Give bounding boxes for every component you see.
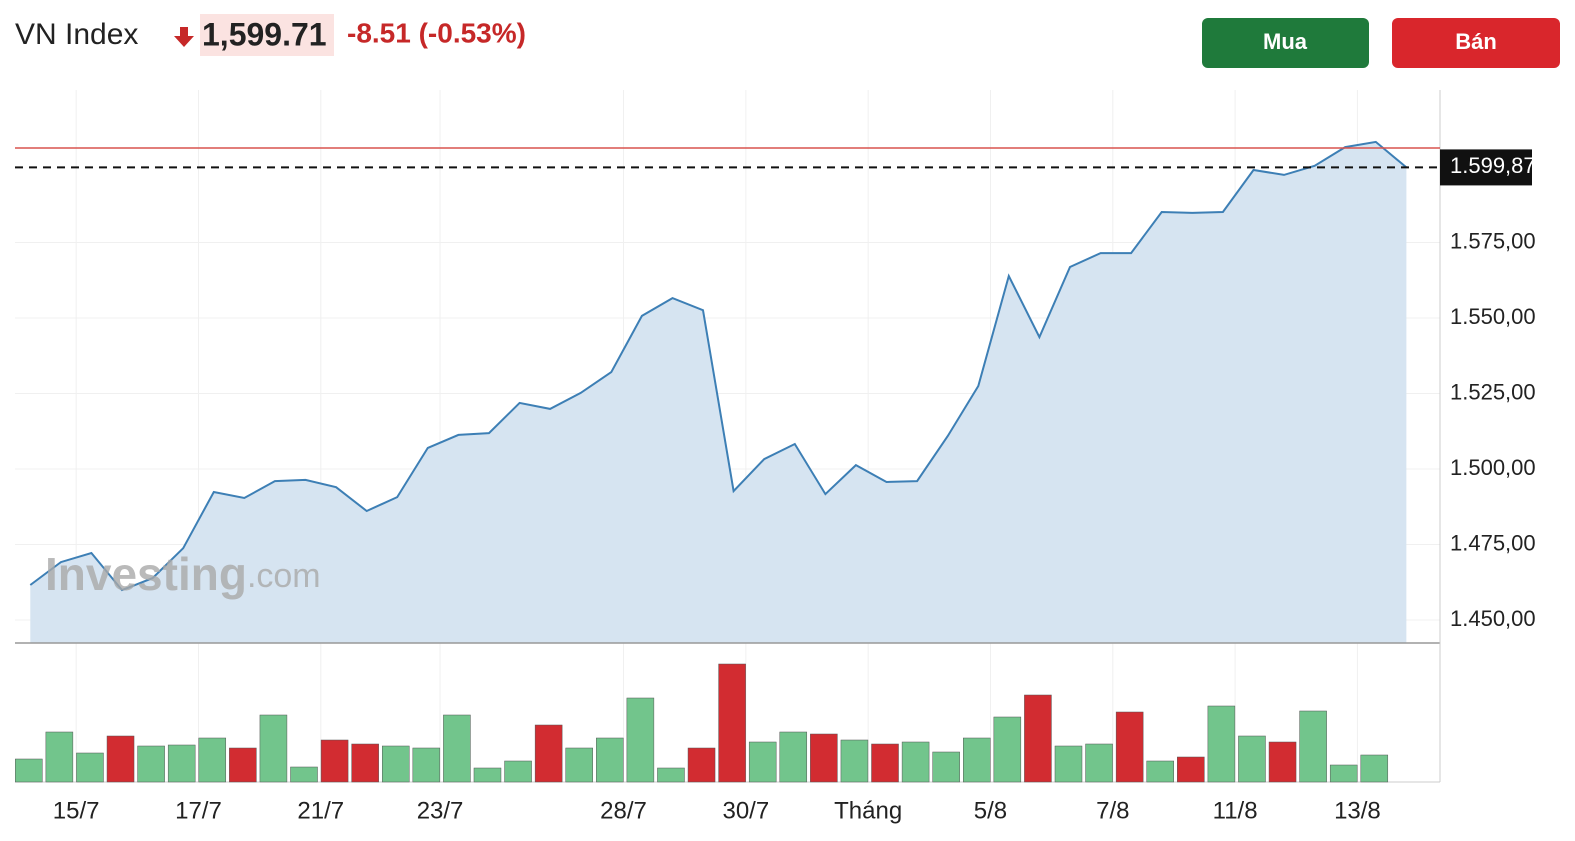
volume-bar xyxy=(1207,705,1236,783)
volume-bar xyxy=(1115,711,1144,783)
x-tick-label: 28/7 xyxy=(600,797,647,824)
volume-bar xyxy=(351,743,379,783)
x-tick-label: 7/8 xyxy=(1096,797,1129,824)
x-tick-label: 21/7 xyxy=(297,797,344,824)
volume-bar xyxy=(1024,694,1052,783)
last-price-box xyxy=(1440,149,1532,186)
volume-bar xyxy=(1238,735,1266,783)
volume-bar xyxy=(106,735,135,783)
y-tick-label: 1.550,00 xyxy=(1450,304,1536,329)
volume-bar xyxy=(443,714,471,783)
y-tick-label: 1.500,00 xyxy=(1450,455,1536,480)
volume-bar xyxy=(15,758,43,783)
volume-bar xyxy=(810,733,838,783)
volume-bar xyxy=(381,745,410,783)
y-tick-label: 1.575,00 xyxy=(1450,228,1536,253)
volume-bar xyxy=(137,745,165,783)
buy-label[interactable]: Mua xyxy=(1263,29,1308,54)
volume-bar xyxy=(198,737,227,783)
volume-bar xyxy=(167,744,196,783)
y-tick-label: 1.525,00 xyxy=(1450,379,1536,404)
volume-bar xyxy=(1360,754,1389,783)
price: 1,599.71 xyxy=(202,16,327,52)
last-price-label: 1.599,87 xyxy=(1450,153,1536,178)
volume-bar xyxy=(993,716,1022,783)
x-tick-label: 13/8 xyxy=(1334,797,1381,824)
y-tick-label: 1.475,00 xyxy=(1450,530,1536,555)
x-tick-label: 17/7 xyxy=(175,797,222,824)
plot: 1.450,00 1.475,00 1.500,00 1.525,00 1.550,00… xyxy=(15,90,1536,824)
volume-bar xyxy=(320,739,349,783)
volume-bar xyxy=(412,747,441,783)
sell-label[interactable]: Bán xyxy=(1455,29,1497,54)
volume-bar xyxy=(259,714,288,783)
x-tick-label: Tháng xyxy=(834,797,902,824)
volume-bar xyxy=(290,766,318,783)
watermark-suffix: .com xyxy=(247,557,321,595)
x-tick-label: 5/8 xyxy=(974,797,1007,824)
volume-bar xyxy=(45,731,74,783)
volume-bar xyxy=(1085,743,1113,783)
volume-bar xyxy=(1329,764,1358,783)
volume-bar xyxy=(76,752,104,783)
x-tick-label: 30/7 xyxy=(722,797,769,824)
volume-bar xyxy=(534,724,563,783)
price-highlight xyxy=(200,14,334,56)
volume-bar xyxy=(1299,710,1327,783)
x-tick-label: 23/7 xyxy=(417,797,464,824)
volume-bar xyxy=(932,751,960,783)
volume-bar xyxy=(687,747,716,783)
price-change: -8.51 (-0.53%) xyxy=(347,17,526,48)
line xyxy=(29,140,1408,592)
volume-bar xyxy=(779,731,808,783)
volume-bar xyxy=(657,767,685,783)
volume-bar xyxy=(840,739,869,783)
volume-bar xyxy=(626,697,655,783)
volume-bar xyxy=(1054,745,1083,783)
volume-bar xyxy=(1268,741,1297,783)
volume-bar xyxy=(901,741,930,783)
volume-bar xyxy=(229,747,257,783)
volume-bar xyxy=(1177,756,1205,783)
volume-bar xyxy=(473,767,502,783)
volume-bar xyxy=(871,743,899,783)
volume-bar xyxy=(748,741,777,783)
sell-button[interactable] xyxy=(1392,18,1560,68)
index-name: VN Index xyxy=(15,18,138,51)
watermark-brand: Investing xyxy=(45,548,247,600)
volume-bar xyxy=(963,737,991,783)
volume-bar xyxy=(596,737,624,783)
buy-button[interactable] xyxy=(1202,18,1369,68)
volume-bar xyxy=(565,747,593,783)
area xyxy=(30,141,1407,643)
x-tick-label: 15/7 xyxy=(53,797,100,824)
volume-bar xyxy=(504,760,532,783)
watermark: Investing.com xyxy=(45,548,321,600)
y-tick-label: 1.450,00 xyxy=(1450,606,1536,631)
volume-bar xyxy=(718,663,746,783)
down-arrow xyxy=(174,27,194,47)
volume-bar xyxy=(1146,760,1174,783)
x-tick-label: 11/8 xyxy=(1213,797,1258,824)
